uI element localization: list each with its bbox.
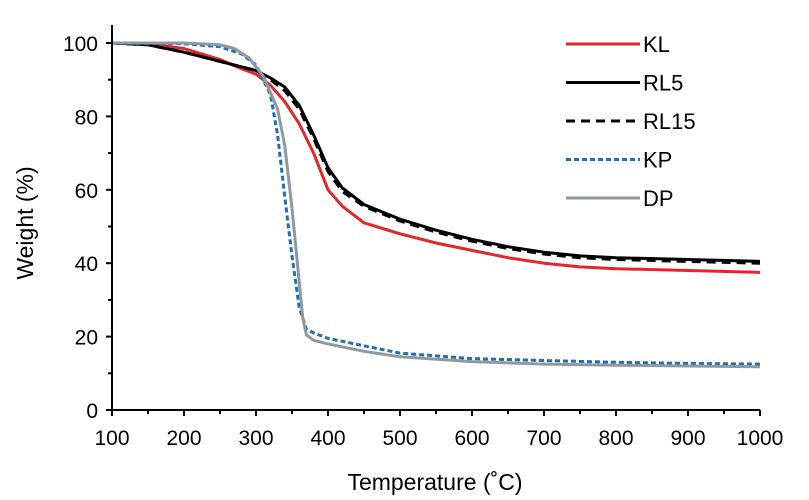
x-tick-label: 300 bbox=[238, 427, 273, 450]
x-tick-label: 200 bbox=[166, 427, 201, 450]
series-line-rl15 bbox=[111, 41, 761, 265]
ticks: 100 200 300 400 500 600 700 800 900 1000 0 20 40 60 80… bbox=[63, 33, 783, 450]
y-tick-label: 60 bbox=[75, 180, 98, 203]
y-tick-label: 0 bbox=[86, 400, 98, 423]
x-tick-label: 500 bbox=[382, 427, 417, 450]
x-tick-label: 900 bbox=[670, 427, 705, 450]
legend-label-kl: KL bbox=[643, 32, 670, 57]
y-tick-label: 20 bbox=[75, 327, 98, 350]
legend-label-dp: DP bbox=[643, 186, 674, 211]
y-tick-label: 80 bbox=[75, 106, 98, 129]
x-axis-title: Temperature (˚C) bbox=[347, 469, 522, 495]
x-tick-label: 700 bbox=[526, 427, 561, 450]
legend-label-kp: KP bbox=[643, 148, 672, 173]
x-tick-label: 1000 bbox=[737, 427, 784, 450]
y-tick-label: 100 bbox=[63, 33, 98, 56]
x-tick-label: 800 bbox=[598, 427, 633, 450]
x-tick-label: 100 bbox=[94, 427, 129, 450]
legend: KL RL5 RL15 KP DP bbox=[566, 32, 696, 211]
legend-label-rl15: RL15 bbox=[643, 109, 696, 134]
y-axis-title: Weight (%) bbox=[12, 166, 38, 279]
legend-label-rl5: RL5 bbox=[643, 71, 683, 96]
x-tick-label: 400 bbox=[310, 427, 345, 450]
x-tick-label: 600 bbox=[454, 427, 489, 450]
y-tick-label: 40 bbox=[75, 253, 98, 276]
series-line-dp bbox=[112, 41, 761, 369]
plot-marks bbox=[111, 41, 761, 369]
